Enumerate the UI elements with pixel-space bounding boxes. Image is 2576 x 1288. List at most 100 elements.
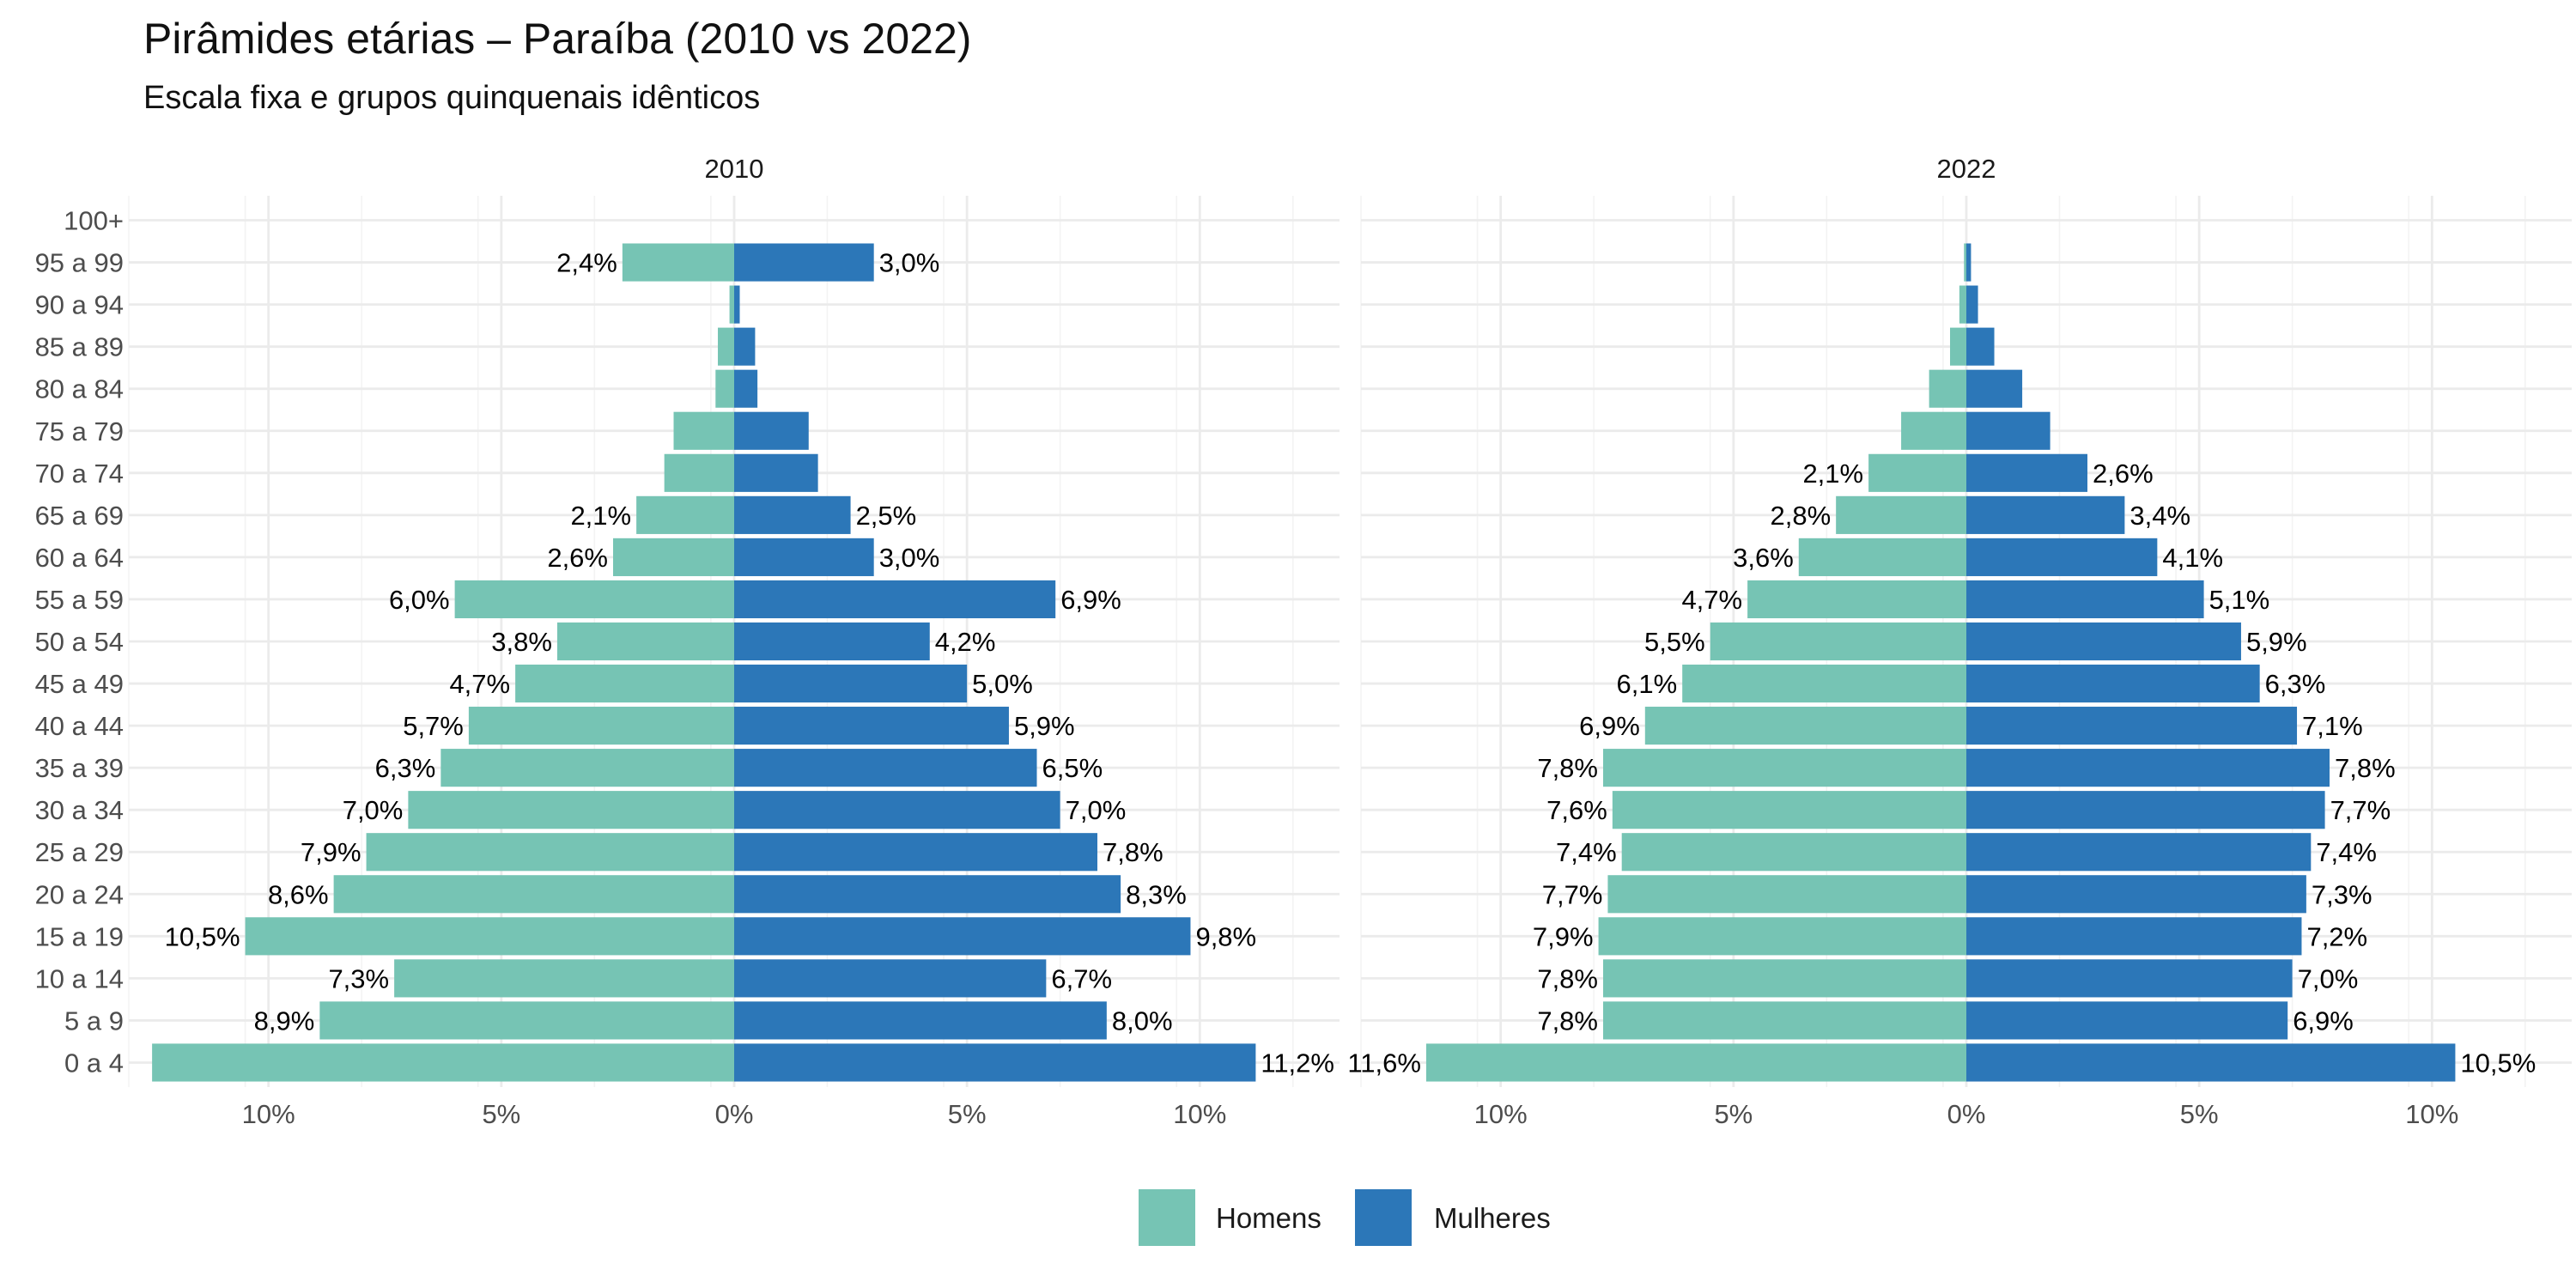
bar-homens [636, 495, 734, 534]
bar-mulheres [1966, 453, 2087, 492]
data-label: 6,7% [1051, 963, 1112, 993]
panels: 2010 8,9% 7,3% 10,5% 8,6% 7,9% 7,0% 6,3% 5,7% 4,7… [35, 154, 2572, 1129]
bar-mulheres [734, 285, 740, 324]
y-tick-label: 75 a 79 [35, 416, 124, 447]
bar-mulheres [734, 875, 1121, 914]
data-label: 6,3% [2265, 669, 2326, 699]
data-label: 11,2% [1261, 1048, 1334, 1078]
data-label: 5,9% [1014, 711, 1075, 741]
data-label: 7,2% [2306, 921, 2367, 951]
bar-homens [1682, 664, 1966, 703]
bar-homens [1836, 495, 1966, 534]
bar-homens [715, 369, 734, 408]
y-tick-label: 95 a 99 [35, 248, 124, 278]
y-tick-label: 100+ [64, 206, 124, 236]
legend-label: Homens [1216, 1202, 1321, 1234]
data-label: 7,7% [2330, 795, 2391, 825]
bar-mulheres [1966, 875, 2306, 914]
data-label: 7,0% [2298, 963, 2359, 993]
bar-homens [556, 622, 734, 661]
bar-homens [1950, 327, 1966, 366]
bar-mulheres [734, 453, 818, 492]
bar-mulheres [1966, 1043, 2456, 1082]
bar-homens [1607, 875, 1966, 914]
data-label: 7,8% [1537, 753, 1598, 783]
data-label: 5,1% [2209, 585, 2270, 615]
data-label: 7,4% [1556, 837, 1617, 867]
bar-mulheres [734, 243, 874, 282]
data-label: 3,4% [2129, 501, 2190, 531]
bar-mulheres [734, 580, 1056, 619]
bar-homens [366, 833, 734, 872]
bar-homens [664, 453, 734, 492]
data-label: 5,9% [2246, 627, 2307, 657]
data-label: 2,1% [1802, 459, 1863, 489]
data-label: 2,6% [547, 543, 608, 573]
bar-mulheres [734, 707, 1009, 745]
data-label: 10,5% [165, 921, 240, 951]
y-tick-label: 60 a 64 [35, 543, 124, 573]
data-label: 6,9% [2293, 1005, 2354, 1036]
y-tick-label: 30 a 34 [35, 795, 124, 825]
bar-mulheres [734, 833, 1097, 872]
x-tick-label: 10% [1173, 1099, 1226, 1129]
data-label: 8,3% [1126, 879, 1187, 909]
data-label: 4,7% [1681, 585, 1742, 615]
legend-item-homens: Homens [1139, 1189, 1321, 1246]
bar-mulheres [734, 538, 874, 576]
bar-homens [1798, 538, 1966, 576]
data-label: 11,6% [1347, 1048, 1421, 1078]
data-label: 7,9% [1533, 921, 1594, 951]
bar-mulheres [1966, 707, 2298, 745]
legend-swatch [1139, 1189, 1195, 1246]
y-tick-label: 80 a 84 [35, 374, 124, 404]
panel-strip-label: 2010 [705, 154, 764, 184]
data-label: 6,9% [1579, 711, 1640, 741]
legend-label: Mulheres [1434, 1202, 1551, 1234]
data-label: 3,0% [879, 543, 940, 573]
data-label: 10,5% [2460, 1048, 2536, 1078]
data-label: 7,1% [2302, 711, 2363, 741]
data-label: 2,8% [1770, 501, 1831, 531]
data-label: 4,1% [2162, 543, 2223, 573]
x-tick-label: 10% [2405, 1099, 2458, 1129]
bar-homens [1901, 411, 1966, 450]
bar-mulheres [734, 1043, 1256, 1082]
bar-homens [1710, 622, 1966, 661]
bar-mulheres [734, 664, 968, 703]
bar-mulheres [1966, 411, 2050, 450]
bar-homens [333, 875, 734, 914]
y-tick-label: 10 a 14 [35, 963, 124, 993]
data-label: 6,1% [1617, 669, 1678, 699]
chart-subtitle: Escala fixa e grupos quinquenais idêntic… [143, 80, 760, 116]
data-label: 2,5% [856, 501, 917, 531]
bar-mulheres [734, 622, 930, 661]
panel-2010: 2010 8,9% 7,3% 10,5% 8,6% 7,9% 7,0% 6,3% 5,7% 4,7… [35, 154, 1340, 1129]
bar-homens [1612, 791, 1966, 829]
x-tick-label: 5% [948, 1099, 987, 1129]
data-label: 9,8% [1195, 921, 1256, 951]
legend-swatch [1355, 1189, 1412, 1246]
bar-mulheres [1966, 791, 2325, 829]
legend: Homens Mulheres [1139, 1189, 1551, 1246]
y-tick-label: 0 a 4 [64, 1048, 124, 1078]
bar-mulheres [734, 917, 1191, 956]
y-tick-label: 85 a 89 [35, 332, 124, 362]
y-tick-label: 35 a 39 [35, 753, 124, 783]
x-tick-label: 0% [1947, 1099, 1986, 1129]
y-tick-label: 20 a 24 [35, 879, 124, 909]
bar-homens [613, 538, 734, 576]
bar-homens [673, 411, 734, 450]
data-label: 7,4% [2316, 837, 2377, 867]
bar-homens [468, 707, 734, 745]
x-tick-label: 5% [1714, 1099, 1753, 1129]
bar-mulheres [734, 411, 809, 450]
data-label: 7,8% [1103, 837, 1163, 867]
data-label: 2,6% [2093, 459, 2154, 489]
x-tick-label: 0% [715, 1099, 754, 1129]
bar-mulheres [1966, 959, 2293, 998]
x-tick-label: 5% [482, 1099, 520, 1129]
bar-mulheres [734, 959, 1047, 998]
bar-homens [515, 664, 734, 703]
